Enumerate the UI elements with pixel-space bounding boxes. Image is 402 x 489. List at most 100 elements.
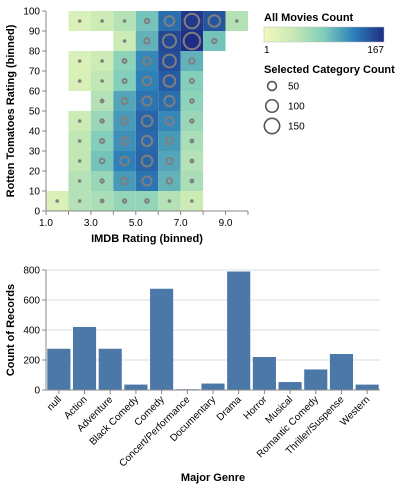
heatmap-circle: [77, 19, 82, 23]
heatmap-cell: [135, 191, 159, 211]
heatmap-cell: [180, 111, 204, 131]
bar-x-tick-label: Drama: [215, 394, 244, 423]
bar: [227, 271, 251, 390]
heatmap-circle: [162, 53, 177, 69]
heatmap-cell: [158, 151, 181, 171]
heatmap-circle: [77, 159, 82, 163]
color-legend-title: All Movies Count: [264, 12, 354, 24]
heatmap-cell: [90, 151, 114, 171]
heatmap-circle: [77, 179, 82, 183]
bar: [98, 348, 122, 390]
heatmap-circle: [189, 138, 195, 144]
bar-y-axis-title: Count of Records: [5, 284, 17, 376]
heatmap-circle: [234, 19, 239, 23]
heatmap-circle: [77, 59, 82, 63]
heatmap-cell: [113, 151, 136, 171]
heatmap-circle: [207, 14, 222, 28]
heatmap-circle: [100, 79, 104, 83]
bar-y-ticks: 0 200 400 600 800: [23, 266, 46, 397]
bar: [150, 288, 174, 390]
size-legend-symbol: [263, 117, 281, 135]
heatmap-cell: [180, 151, 204, 171]
size-legend-label: 50: [288, 82, 300, 93]
heatmap-x-tick-label: 9.0: [219, 218, 233, 229]
heatmap-circle: [188, 77, 195, 85]
heatmap-circle: [140, 154, 154, 168]
heatmap-x-axis: 1.0 3.0 5.0 7.0 9.0: [39, 210, 249, 229]
heatmap-y-tick-label: 60: [29, 87, 41, 98]
heatmap-y-tick-label: 50: [29, 107, 41, 118]
bar-x-axis-title: Major Genre: [181, 472, 245, 484]
heatmap-cell: [158, 131, 181, 151]
heatmap-cell: [135, 111, 159, 131]
heatmap-y-ticks: 0 10 20 30 40 50 60 70 80 90 100: [23, 7, 46, 218]
bar: [355, 384, 379, 390]
heatmap-circle: [164, 115, 175, 127]
heatmap-cell: [135, 71, 159, 91]
heatmap-y-tick-label: 100: [23, 7, 40, 18]
heatmap-cell: [180, 71, 204, 91]
bar: [329, 354, 354, 390]
bar: [252, 357, 276, 390]
heatmap-cell: [113, 191, 136, 211]
heatmap-circle: [121, 198, 128, 204]
heatmap-circle: [142, 56, 152, 66]
heatmap-y-tick-label: 80: [29, 47, 41, 58]
heatmap-circle: [140, 114, 154, 128]
heatmap-circle: [120, 96, 129, 106]
heatmap-circle: [211, 37, 218, 45]
heatmap-legends: All Movies Count 1 167 Selected Category…: [263, 12, 395, 135]
heatmap-circle: [77, 119, 82, 123]
heatmap-cell: [113, 171, 136, 191]
heatmap-cell: [135, 31, 159, 51]
heatmap-circle: [190, 199, 194, 203]
heatmap-chart: 0 10 20 30 40 50 60 70 80 90 100 1.0 3.0 5.0 7.0 9.0 I…: [5, 7, 395, 246]
heatmap-circle: [189, 118, 195, 124]
heatmap-x-tick-label: 7.0: [174, 218, 188, 229]
heatmap-y-tick-label: 40: [29, 127, 41, 138]
heatmap-circle: [143, 17, 151, 25]
color-legend-max-label: 167: [367, 45, 384, 56]
heatmap-cells: [46, 11, 248, 211]
size-legend-symbol: [264, 98, 280, 114]
heatmap-circle: [162, 74, 177, 88]
bar: [304, 369, 328, 390]
heatmap-x-tick-label: 5.0: [129, 218, 143, 229]
heatmap-cell: [90, 111, 114, 131]
heatmap-circle: [141, 175, 153, 187]
heatmap-circle: [163, 15, 176, 27]
heatmap-circle: [122, 39, 127, 43]
bar: [201, 383, 225, 390]
heatmap-cell: [135, 11, 159, 31]
heatmap-circle: [167, 199, 172, 203]
heatmap-circle: [99, 198, 105, 204]
heatmap-circle: [119, 136, 130, 146]
heatmap-y-tick-label: 70: [29, 67, 41, 78]
heatmap-cell: [135, 91, 159, 111]
heatmap-cell: [113, 91, 136, 111]
heatmap-circles: [55, 12, 239, 204]
heatmap-x-axis-title: IMDB Rating (binned): [91, 233, 203, 245]
heatmap-cell: [180, 51, 204, 71]
heatmap-y-tick-label: 10: [29, 187, 41, 198]
heatmap-circle: [143, 37, 151, 45]
heatmap-y-tick-label: 30: [29, 147, 41, 158]
heatmap-cell: [203, 31, 226, 51]
heatmap-circle: [99, 137, 106, 145]
bar: [72, 327, 97, 390]
bar: [47, 348, 71, 390]
heatmap-cell: [135, 51, 159, 71]
heatmap-cell: [135, 171, 159, 191]
heatmap-circle: [77, 79, 82, 83]
heatmap-x-ticks: 1.0 3.0 5.0 7.0 9.0: [39, 211, 249, 229]
heatmap-cell: [158, 111, 181, 131]
heatmap-circle: [140, 134, 154, 148]
heatmap-cell: [113, 51, 136, 71]
bar-y-tick-label: 800: [23, 266, 40, 277]
heatmap-circle: [141, 95, 153, 107]
heatmap-x-tick-label: 1.0: [39, 218, 53, 229]
heatmap-circle: [77, 139, 82, 143]
